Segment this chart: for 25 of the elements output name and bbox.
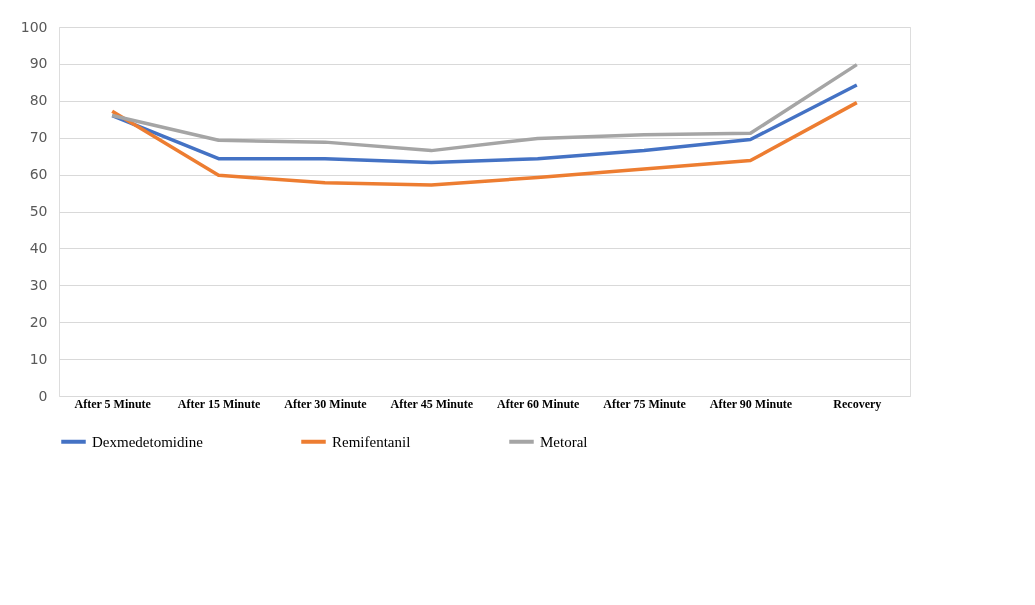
y-tick-label: 10 — [29, 350, 48, 367]
x-tick-label: Recovery — [833, 396, 882, 411]
y-tick-label: 80 — [29, 92, 48, 109]
y-tick-label: 60 — [29, 166, 48, 183]
x-tick-label: After 45 Minute — [390, 396, 474, 411]
x-tick-label: After 15 Minute — [177, 396, 261, 411]
x-tick-label: After 5 Minute — [74, 396, 152, 411]
y-tick-label: 40 — [29, 239, 48, 256]
legend-label: Remifentanil — [332, 433, 411, 450]
x-tick-label: After 30 Minute — [284, 396, 368, 411]
line-series — [110, 83, 859, 165]
y-tick-label: 90 — [29, 55, 48, 72]
y-tick-label: 20 — [29, 313, 48, 330]
y-tick-label: 0 — [38, 387, 48, 404]
line-series — [110, 100, 859, 187]
y-tick-label: 30 — [29, 276, 48, 293]
legend-label: Metoral — [540, 433, 588, 450]
legend-label: Dexmedetomidine — [92, 433, 204, 450]
y-tick-label: 70 — [29, 129, 48, 146]
y-tick-label: 50 — [29, 203, 48, 219]
line-series — [110, 62, 859, 153]
x-tick-label: After 75 Minute — [603, 396, 687, 411]
x-tick-label: After 90 Minute — [709, 396, 793, 411]
y-tick-label: 100 — [20, 18, 48, 35]
x-tick-label: After 60 Minute — [496, 396, 581, 411]
